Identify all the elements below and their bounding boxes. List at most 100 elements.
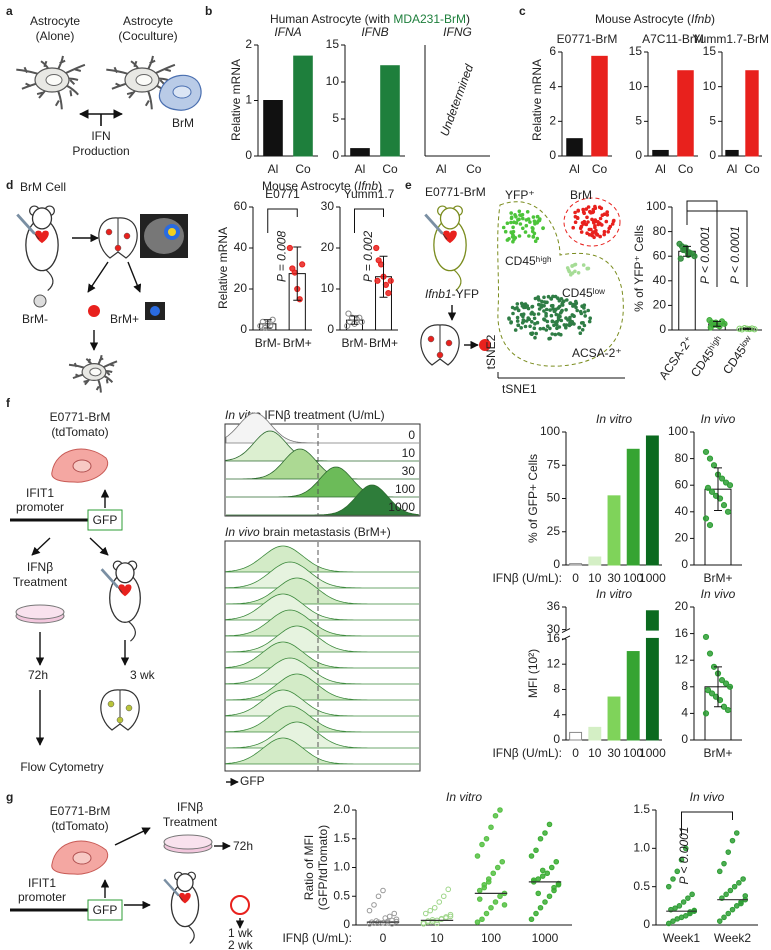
mouse-head <box>31 207 53 230</box>
chart-title: In vivo <box>690 790 725 804</box>
axis-label: GFP <box>240 774 265 788</box>
x-tick-label: ACSA-2⁺ <box>656 334 696 383</box>
y-tick-label: 12 <box>547 656 561 670</box>
y-tick-label: 0 <box>643 917 650 931</box>
x-tick-label: CD45ˡᵒʷ <box>720 333 756 376</box>
data-point <box>481 884 488 891</box>
data-point <box>672 905 678 911</box>
tsne-cell <box>549 313 554 318</box>
y-tick-label: 20 <box>234 281 248 295</box>
tsne-cell <box>517 209 522 214</box>
data-point <box>665 920 672 927</box>
tsne-cell <box>596 222 601 227</box>
cluster-label: ACSA-2⁺ <box>572 346 622 360</box>
data-point <box>366 907 373 914</box>
tsne-cell <box>549 296 553 301</box>
x-tick-label: 0 <box>572 571 579 585</box>
panel-title: Mouse Astrocyte (Ifnb) <box>262 179 382 193</box>
brm-dot <box>479 339 491 351</box>
tsne-cell <box>521 226 525 231</box>
tsne-cell <box>532 231 537 236</box>
chart-title: IFNA <box>274 25 301 39</box>
tsne-cell <box>607 226 611 231</box>
tsne-cell <box>598 234 602 239</box>
y-axis-label: (GFP/tdTomato) <box>316 825 330 910</box>
construct-label: IFIT1 <box>26 486 54 500</box>
data-point <box>544 870 551 877</box>
data-point <box>391 910 398 917</box>
y-tick-label: 75 <box>547 457 561 471</box>
data-point <box>712 693 720 700</box>
data-point <box>420 919 427 926</box>
y-tick-label: 80 <box>675 451 689 465</box>
brm-neg-icon <box>33 294 47 308</box>
y-tick-label: 10 <box>629 79 643 93</box>
y-tick-label: 25 <box>547 524 561 538</box>
x-tick-label: 1000 <box>532 931 559 945</box>
time-label: 2 wk <box>228 938 254 950</box>
data-point <box>494 864 501 871</box>
brain <box>98 217 138 259</box>
tsne-cell <box>557 304 562 309</box>
tsne-cell <box>542 295 546 300</box>
cell-label: E0771-BrM <box>50 804 111 818</box>
tsne-cell <box>606 230 610 234</box>
reporter-label-part: Ifnb1 <box>425 287 452 301</box>
y-tick-label: 10 <box>321 281 335 295</box>
tsne-cell <box>555 326 559 331</box>
y-tick-label: 16 <box>547 631 561 645</box>
x-tick-label: 1000 <box>639 571 666 585</box>
astrocyte <box>68 354 118 393</box>
data-point <box>729 906 736 913</box>
chart-title: In vitro <box>596 587 632 601</box>
needle <box>178 895 183 901</box>
data-point <box>296 296 303 303</box>
y-tick-label: 60 <box>653 248 667 262</box>
data-point <box>374 277 381 284</box>
y-tick-label: 1.5 <box>633 802 650 816</box>
mouse <box>100 560 141 642</box>
reporter-label: Ifnb1-YFP <box>425 287 479 301</box>
tsne-cell <box>538 217 542 221</box>
process-label: Treatment <box>163 815 218 829</box>
data-point <box>721 914 727 921</box>
y-tick-label: 10 <box>703 79 717 93</box>
tsne-cell <box>550 332 554 336</box>
construct-label: GFP <box>93 903 118 917</box>
chart-title: In vitro <box>446 790 482 804</box>
data-point <box>712 319 719 326</box>
histogram-ridge <box>226 484 420 516</box>
tsne-cell <box>511 225 515 230</box>
data-point <box>708 488 716 495</box>
tsne-cell <box>505 238 510 242</box>
needle <box>117 586 123 593</box>
tsne-cell <box>581 207 585 212</box>
x-tick-label: Co <box>382 162 398 176</box>
tsne-cell <box>519 213 523 218</box>
tsne-cell <box>535 236 540 241</box>
bar <box>350 148 370 157</box>
data-point <box>724 706 732 714</box>
data-point <box>535 890 542 897</box>
annotation: Undetermined <box>437 62 476 138</box>
x-axis-label: IFNβ (U/mL): <box>492 746 562 760</box>
significance-bracket <box>267 208 298 233</box>
data-point <box>387 277 394 284</box>
tsne-cell <box>530 331 535 336</box>
metastasis-dot <box>107 700 115 708</box>
tsne-cell <box>585 215 589 220</box>
data-point <box>710 462 718 469</box>
data-point <box>537 835 544 842</box>
bar <box>607 495 621 566</box>
x-tick-label: Co <box>678 162 694 176</box>
tsne-cell <box>509 220 513 225</box>
tsne-cell <box>535 320 540 325</box>
tsne-cell <box>526 217 531 221</box>
tsne-cell <box>588 209 592 214</box>
tsne-cell <box>518 222 523 226</box>
mouse <box>424 205 467 292</box>
y-tick-label: 100 <box>646 199 666 213</box>
data-point <box>733 903 740 909</box>
histogram-title-part: IFNβ treatment (U/mL) <box>261 408 385 422</box>
tsne-cell <box>544 311 548 316</box>
